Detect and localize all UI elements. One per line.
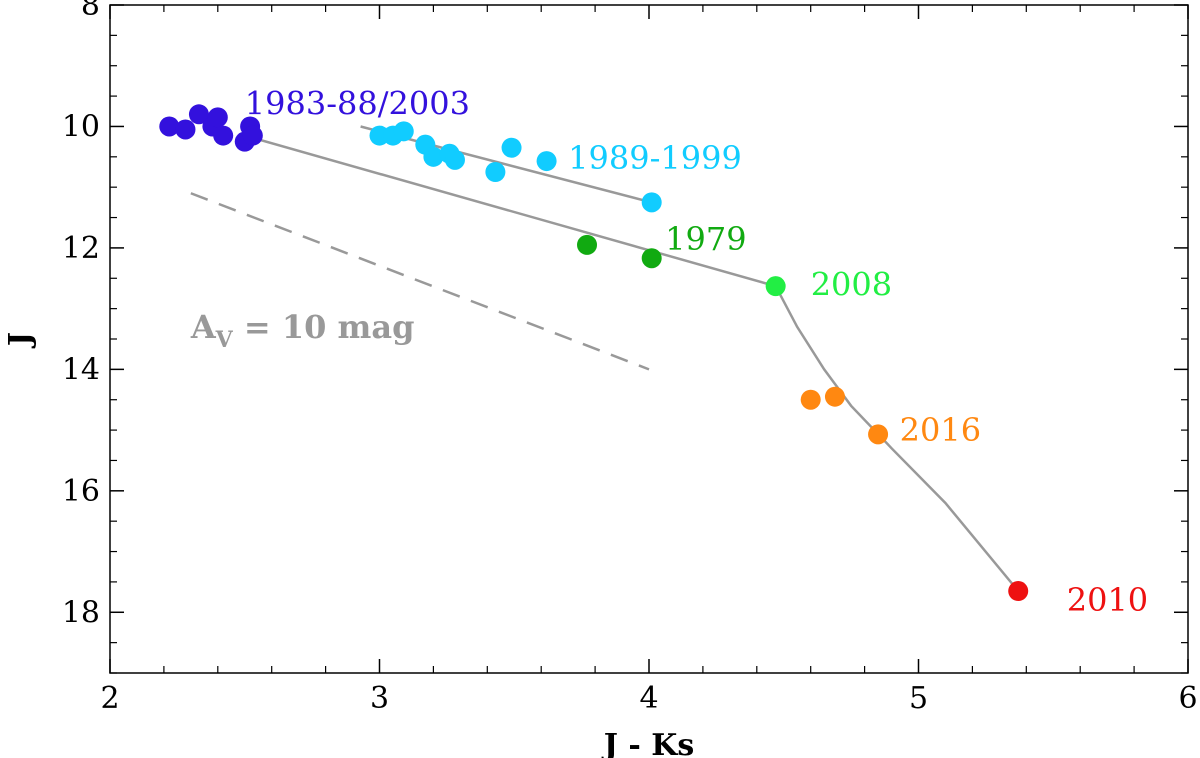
extinction-label: AV = 10 mag <box>190 308 415 353</box>
data-point <box>641 192 662 213</box>
data-point <box>444 149 465 170</box>
data-point <box>868 424 889 445</box>
y-tick-label: 10 <box>62 109 100 144</box>
fit-lines <box>244 125 1020 592</box>
y-axis-title: J <box>3 332 38 349</box>
extinction-vector-line <box>190 192 650 371</box>
extinction-label-sub: V <box>215 327 234 353</box>
tick-labels: 2 3 4 5 6 8 10 12 14 16 18 <box>62 0 1198 716</box>
series-labels: 1983-88/2003 1989-1999 1979 2008 2016 2010 <box>245 84 1148 619</box>
data-point <box>765 276 786 297</box>
data-point <box>800 389 821 410</box>
series-label: 2008 <box>811 265 892 303</box>
x-tick-label: 5 <box>909 681 928 716</box>
data-point <box>207 107 228 128</box>
series-label: 1989-1999 <box>568 139 742 177</box>
data-point <box>159 116 180 137</box>
data-points <box>159 104 1029 602</box>
data-point <box>242 125 263 146</box>
series-label: 2016 <box>900 411 981 449</box>
extinction-label-rest: = 10 mag <box>233 308 415 346</box>
data-point <box>213 125 234 146</box>
data-point <box>1008 581 1029 602</box>
data-point <box>175 119 196 140</box>
data-point <box>188 104 209 125</box>
y-tick-label: 14 <box>62 352 100 387</box>
series-label: 1983-88/2003 <box>245 84 470 122</box>
data-point <box>577 234 598 255</box>
series-label: 2010 <box>1067 581 1148 619</box>
data-point <box>501 137 522 158</box>
y-tick-label: 16 <box>62 474 100 509</box>
data-point <box>536 151 557 172</box>
x-tick-label: 6 <box>1178 681 1197 716</box>
series-label: 1979 <box>665 220 746 258</box>
x-tick-label: 4 <box>639 681 658 716</box>
y-tick-label: 8 <box>81 0 100 23</box>
data-point <box>423 146 444 167</box>
x-tick-label: 3 <box>370 681 389 716</box>
extinction-label-main: A <box>190 308 217 346</box>
axis-ticks <box>109 4 1189 674</box>
data-point <box>641 248 662 269</box>
data-point <box>824 386 845 407</box>
x-axis-title: J - Ks <box>601 728 695 758</box>
y-tick-label: 12 <box>62 231 100 266</box>
data-point <box>485 162 506 182</box>
y-tick-label: 18 <box>62 595 100 630</box>
extinction-vector: AV = 10 mag <box>190 192 650 371</box>
fit-line <box>244 134 1020 592</box>
data-point <box>393 121 414 142</box>
x-tick-label: 2 <box>100 681 119 716</box>
